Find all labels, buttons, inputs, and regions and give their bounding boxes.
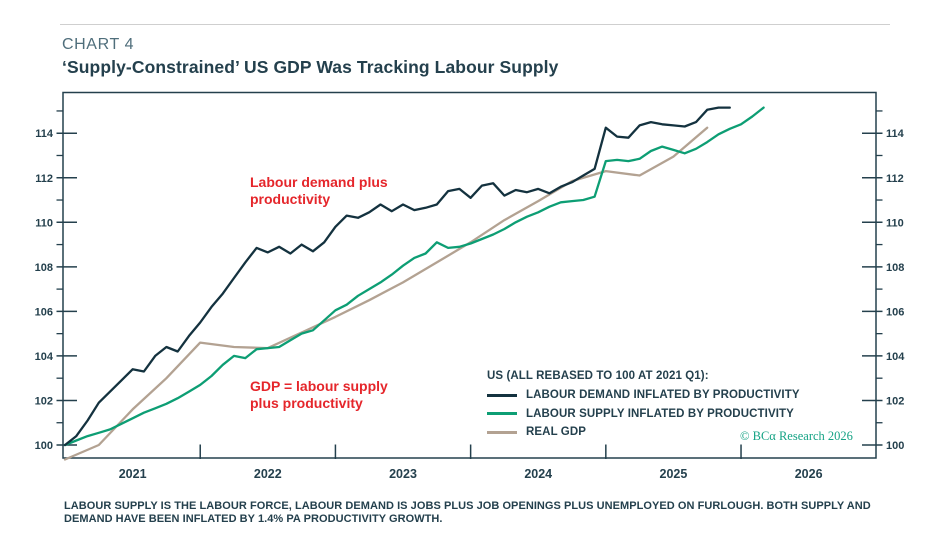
y-axis-label-right: 102 bbox=[886, 395, 904, 407]
x-axis-label: 2021 bbox=[119, 467, 147, 481]
y-axis-label-right: 110 bbox=[886, 217, 904, 229]
x-axis-label: 2022 bbox=[254, 467, 282, 481]
y-axis-label-left: 104 bbox=[35, 351, 54, 363]
legend-item-real-gdp: REAL GDP bbox=[487, 423, 800, 442]
y-axis-label-left: 114 bbox=[35, 128, 54, 140]
y-axis-label-left: 112 bbox=[35, 173, 53, 185]
footnote-text: LABOUR SUPPLY IS THE LABOUR FORCE, LABOU… bbox=[64, 500, 871, 526]
annotation-labour-demand: Labour demand plus productivity bbox=[250, 174, 388, 207]
x-axis-label: 2026 bbox=[795, 467, 823, 481]
legend: US (ALL REBASED TO 100 AT 2021 Q1): LABO… bbox=[487, 370, 800, 442]
series-line-labour-demand-inflated-by-productivity bbox=[63, 106, 731, 447]
y-axis-label-left: 110 bbox=[35, 217, 53, 229]
y-axis-label-right: 106 bbox=[886, 306, 904, 318]
legend-label-labour-supply: LABOUR SUPPLY INFLATED BY PRODUCTIVITY bbox=[526, 407, 794, 420]
legend-item-labour-supply: LABOUR SUPPLY INFLATED BY PRODUCTIVITY bbox=[487, 405, 800, 424]
legend-label-real-gdp: REAL GDP bbox=[526, 426, 587, 439]
y-axis-label-right: 104 bbox=[886, 351, 905, 363]
x-axis-label: 2025 bbox=[660, 467, 688, 481]
copyright-notice: © BCα Research 2026 bbox=[740, 429, 853, 443]
y-axis-label-right: 100 bbox=[886, 440, 904, 452]
page-title: ‘Supply-Constrained’ US GDP Was Tracking… bbox=[62, 57, 559, 77]
chart-number-label: CHART 4 bbox=[62, 36, 135, 53]
annotation-gdp: GDP = labour supply plus productivity bbox=[250, 378, 388, 411]
x-axis-label: 2023 bbox=[389, 467, 417, 481]
legend-swatch-labour-supply bbox=[487, 412, 517, 416]
y-axis-label-right: 108 bbox=[886, 262, 904, 274]
y-axis-label-left: 106 bbox=[35, 306, 53, 318]
legend-label-labour-demand: LABOUR DEMAND INFLATED BY PRODUCTIVITY bbox=[526, 389, 800, 402]
y-axis-label-left: 102 bbox=[35, 395, 53, 407]
legend-item-labour-demand: LABOUR DEMAND INFLATED BY PRODUCTIVITY bbox=[487, 386, 800, 405]
y-axis-label-right: 112 bbox=[886, 173, 904, 185]
y-axis-label-left: 108 bbox=[35, 262, 53, 274]
legend-swatch-real-gdp bbox=[487, 430, 517, 434]
top-rule bbox=[60, 24, 890, 25]
legend-title: US (ALL REBASED TO 100 AT 2021 Q1): bbox=[487, 370, 709, 382]
x-axis-label: 2024 bbox=[524, 467, 552, 481]
y-axis-label-right: 114 bbox=[886, 128, 905, 140]
y-axis-label-left: 100 bbox=[35, 440, 53, 452]
legend-swatch-labour-demand bbox=[487, 393, 517, 397]
series-line-labour-supply-inflated-by-productivity bbox=[63, 106, 765, 447]
footnote: LABOUR SUPPLY IS THE LABOUR FORCE, LABOU… bbox=[64, 487, 871, 537]
series-line-real-gdp bbox=[63, 126, 709, 461]
plot-border bbox=[62, 91, 877, 459]
